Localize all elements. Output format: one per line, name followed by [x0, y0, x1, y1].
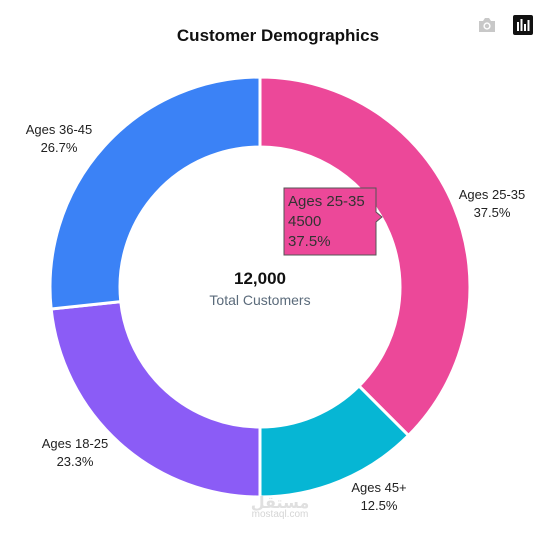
slice-ages-18-25[interactable] [49, 299, 262, 499]
slice-label: Ages 18-25 [42, 436, 109, 451]
watermark-site: mostaql.com [251, 509, 309, 520]
slice-ages-36-45[interactable] [48, 75, 262, 311]
slice-percent: 23.3% [57, 454, 94, 469]
hover-tooltip: Ages 25-35 4500 37.5% [283, 187, 383, 256]
watermark: مستقل mostaql.com [240, 495, 320, 521]
slice-percent: 37.5% [474, 205, 511, 220]
tooltip-box [283, 187, 383, 256]
slice-label: Ages 45+ [351, 480, 406, 495]
slice-percent: 26.7% [41, 140, 78, 155]
slice-percent: 12.5% [361, 498, 398, 513]
tooltip-label: Ages 25-35 [288, 193, 365, 210]
slice-labels: Ages 25-35 37.5% Ages 45+ 12.5% Ages 18-25 23… [26, 122, 526, 513]
tooltip-percent: 37.5% [288, 233, 331, 250]
download-image-button[interactable] [476, 14, 498, 36]
chart-title: Customer Demographics [177, 26, 379, 45]
slices [48, 75, 472, 499]
watermark-logo: مستقل [250, 495, 310, 512]
chart-menu-button[interactable] [512, 14, 534, 36]
slice-label: Ages 25-35 [459, 187, 526, 202]
slice-ages-25-35[interactable] [258, 75, 472, 438]
camera-icon [479, 18, 495, 32]
bar-chart-icon [513, 15, 533, 35]
center-total-label: Total Customers [209, 292, 310, 308]
tooltip-value: 4500 [288, 213, 321, 230]
center-total-value: 12,000 [234, 269, 286, 288]
slice-label: Ages 36-45 [26, 122, 93, 137]
chart-toolbar [476, 14, 534, 36]
